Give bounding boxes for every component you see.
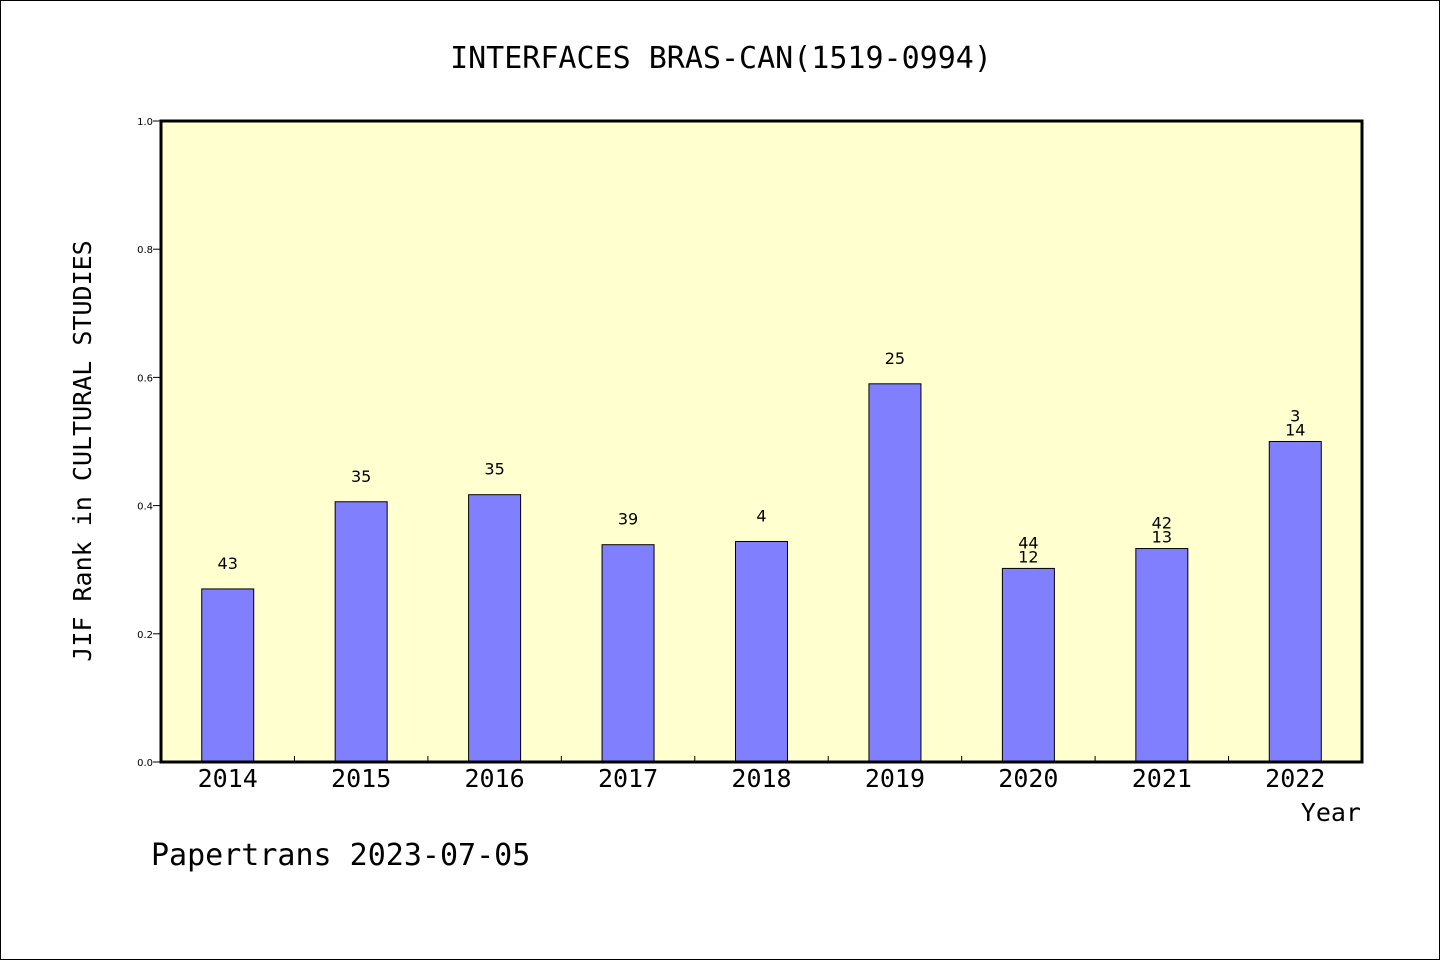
y-tick-label: 0.8 [137,245,153,256]
y-tick-label: 0.4 [137,502,153,513]
bar-value-label: 4 [756,506,766,525]
bar [201,588,255,763]
x-tick-label: 2017 [598,764,658,793]
x-tick-label: 2016 [465,764,525,793]
bar [1001,567,1055,763]
bar-value-label: 12 [1018,547,1038,566]
bar [334,501,388,763]
x-tick-label: 2018 [731,764,791,793]
footer-credit: Papertrans 2023-07-05 [151,838,530,873]
bar-value-label: 44 [1018,533,1038,552]
bar-value-label: 42 [1152,514,1172,533]
bar-value-label: 25 [885,349,905,368]
bar [1268,441,1322,763]
chart-title: INTERFACES BRAS-CAN(1519-0994) [450,41,992,76]
bar-value-label: 13 [1152,528,1172,547]
bar-value-label: 35 [351,467,371,486]
bar [601,544,655,763]
x-tick-label: 2022 [1265,764,1325,793]
bar [1135,548,1189,763]
y-tick-label: 0.6 [137,373,153,384]
y-axis: 0.0 0.2 0.4 0.6 0.8 1.0 [137,117,161,769]
bar-value-label: 3 [1290,407,1300,426]
plot-border [159,119,1364,764]
y-tick-label: 1.0 [137,117,153,128]
bar [468,494,522,763]
y-axis-label: JIF Rank in CULTURAL STUDIES [68,240,97,661]
y-tick-label: 0.2 [137,630,153,641]
bar-value-label: 35 [484,460,504,479]
x-tick-label: 2019 [865,764,925,793]
bar-value-label: 43 [218,554,238,573]
bar [868,383,922,763]
x-axis-label: Year [1301,798,1361,827]
x-tick-label: 2020 [998,764,1058,793]
x-tick-label: 2014 [198,764,258,793]
bar-value-label: 39 [618,510,638,529]
x-tick-label: 2015 [331,764,391,793]
x-tick-label: 2021 [1132,764,1192,793]
bar [735,540,788,763]
bars-group [201,383,1322,763]
bar-value-label: 14 [1285,421,1305,440]
x-axis: 2014 2015 2016 2017 2018 2019 2020 2021 2022 [198,756,1325,793]
y-tick-label: 0.0 [137,758,153,769]
